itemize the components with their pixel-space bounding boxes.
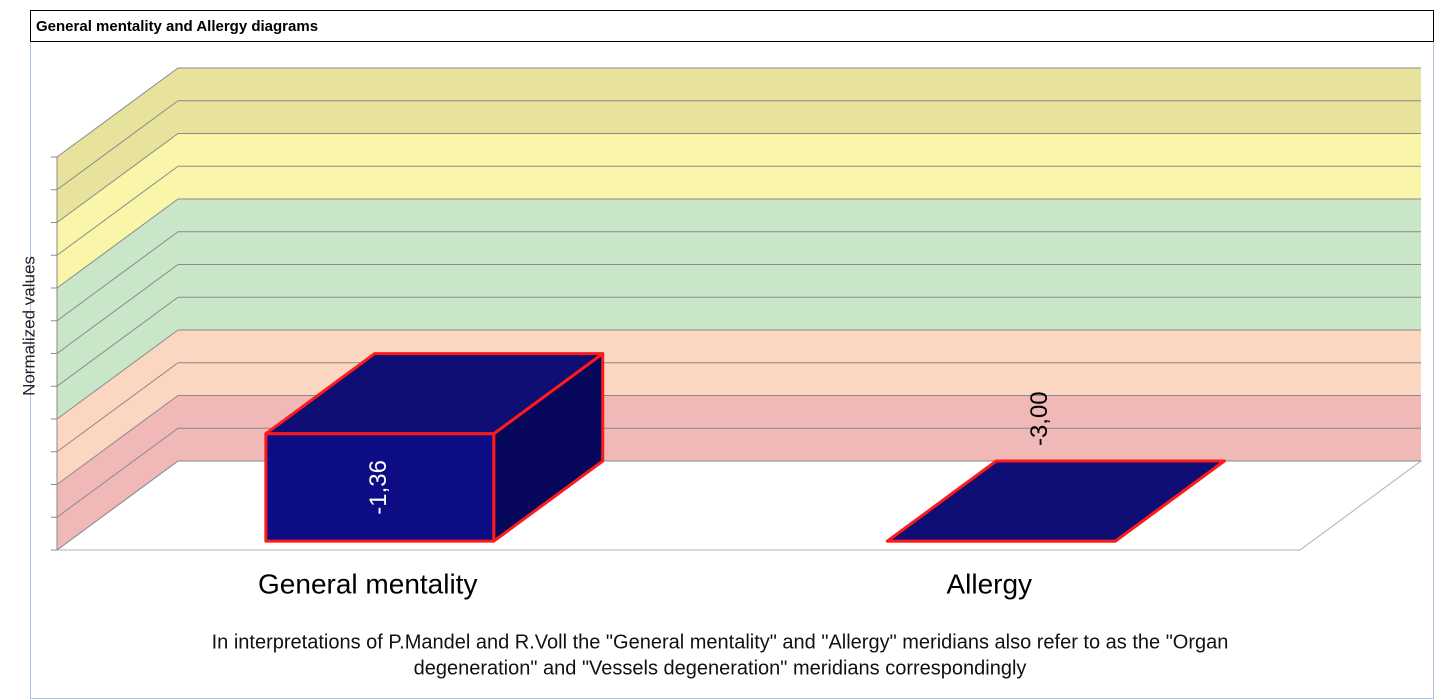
- grid-line-side: [56, 67, 179, 158]
- grid-line-side: [56, 362, 179, 453]
- grid-line-side: [56, 133, 179, 223]
- footnote: In interpretations of P.Mandel and R.Vol…: [212, 631, 1229, 653]
- chart-title: General mentality and Allergy diagrams: [36, 18, 318, 35]
- bar-top: [264, 352, 605, 436]
- grid-line-side: [56, 427, 179, 518]
- title-box: [30, 10, 1434, 42]
- x-tick-label: General mentality: [258, 568, 477, 599]
- grid-line-side: [56, 100, 179, 191]
- floor: [55, 460, 1423, 551]
- footnote: degeneration" and "Vessels degeneration"…: [414, 657, 1027, 679]
- y-axis-label: Normalized values: [19, 256, 38, 396]
- grid-line-side: [56, 264, 179, 354]
- grid-line-side: [56, 460, 179, 551]
- grid-line-side: [56, 329, 179, 420]
- grid-line-side: [56, 231, 179, 322]
- grid-line-side: [56, 296, 179, 387]
- grid-line-side: [56, 165, 179, 256]
- value-label: -3,00: [1026, 391, 1053, 446]
- bar-top: [885, 459, 1226, 543]
- value-label: -1,36: [365, 460, 392, 515]
- x-tick-label: Allergy: [946, 568, 1032, 599]
- grid-line-side: [56, 395, 179, 485]
- grid-line-side: [56, 198, 179, 289]
